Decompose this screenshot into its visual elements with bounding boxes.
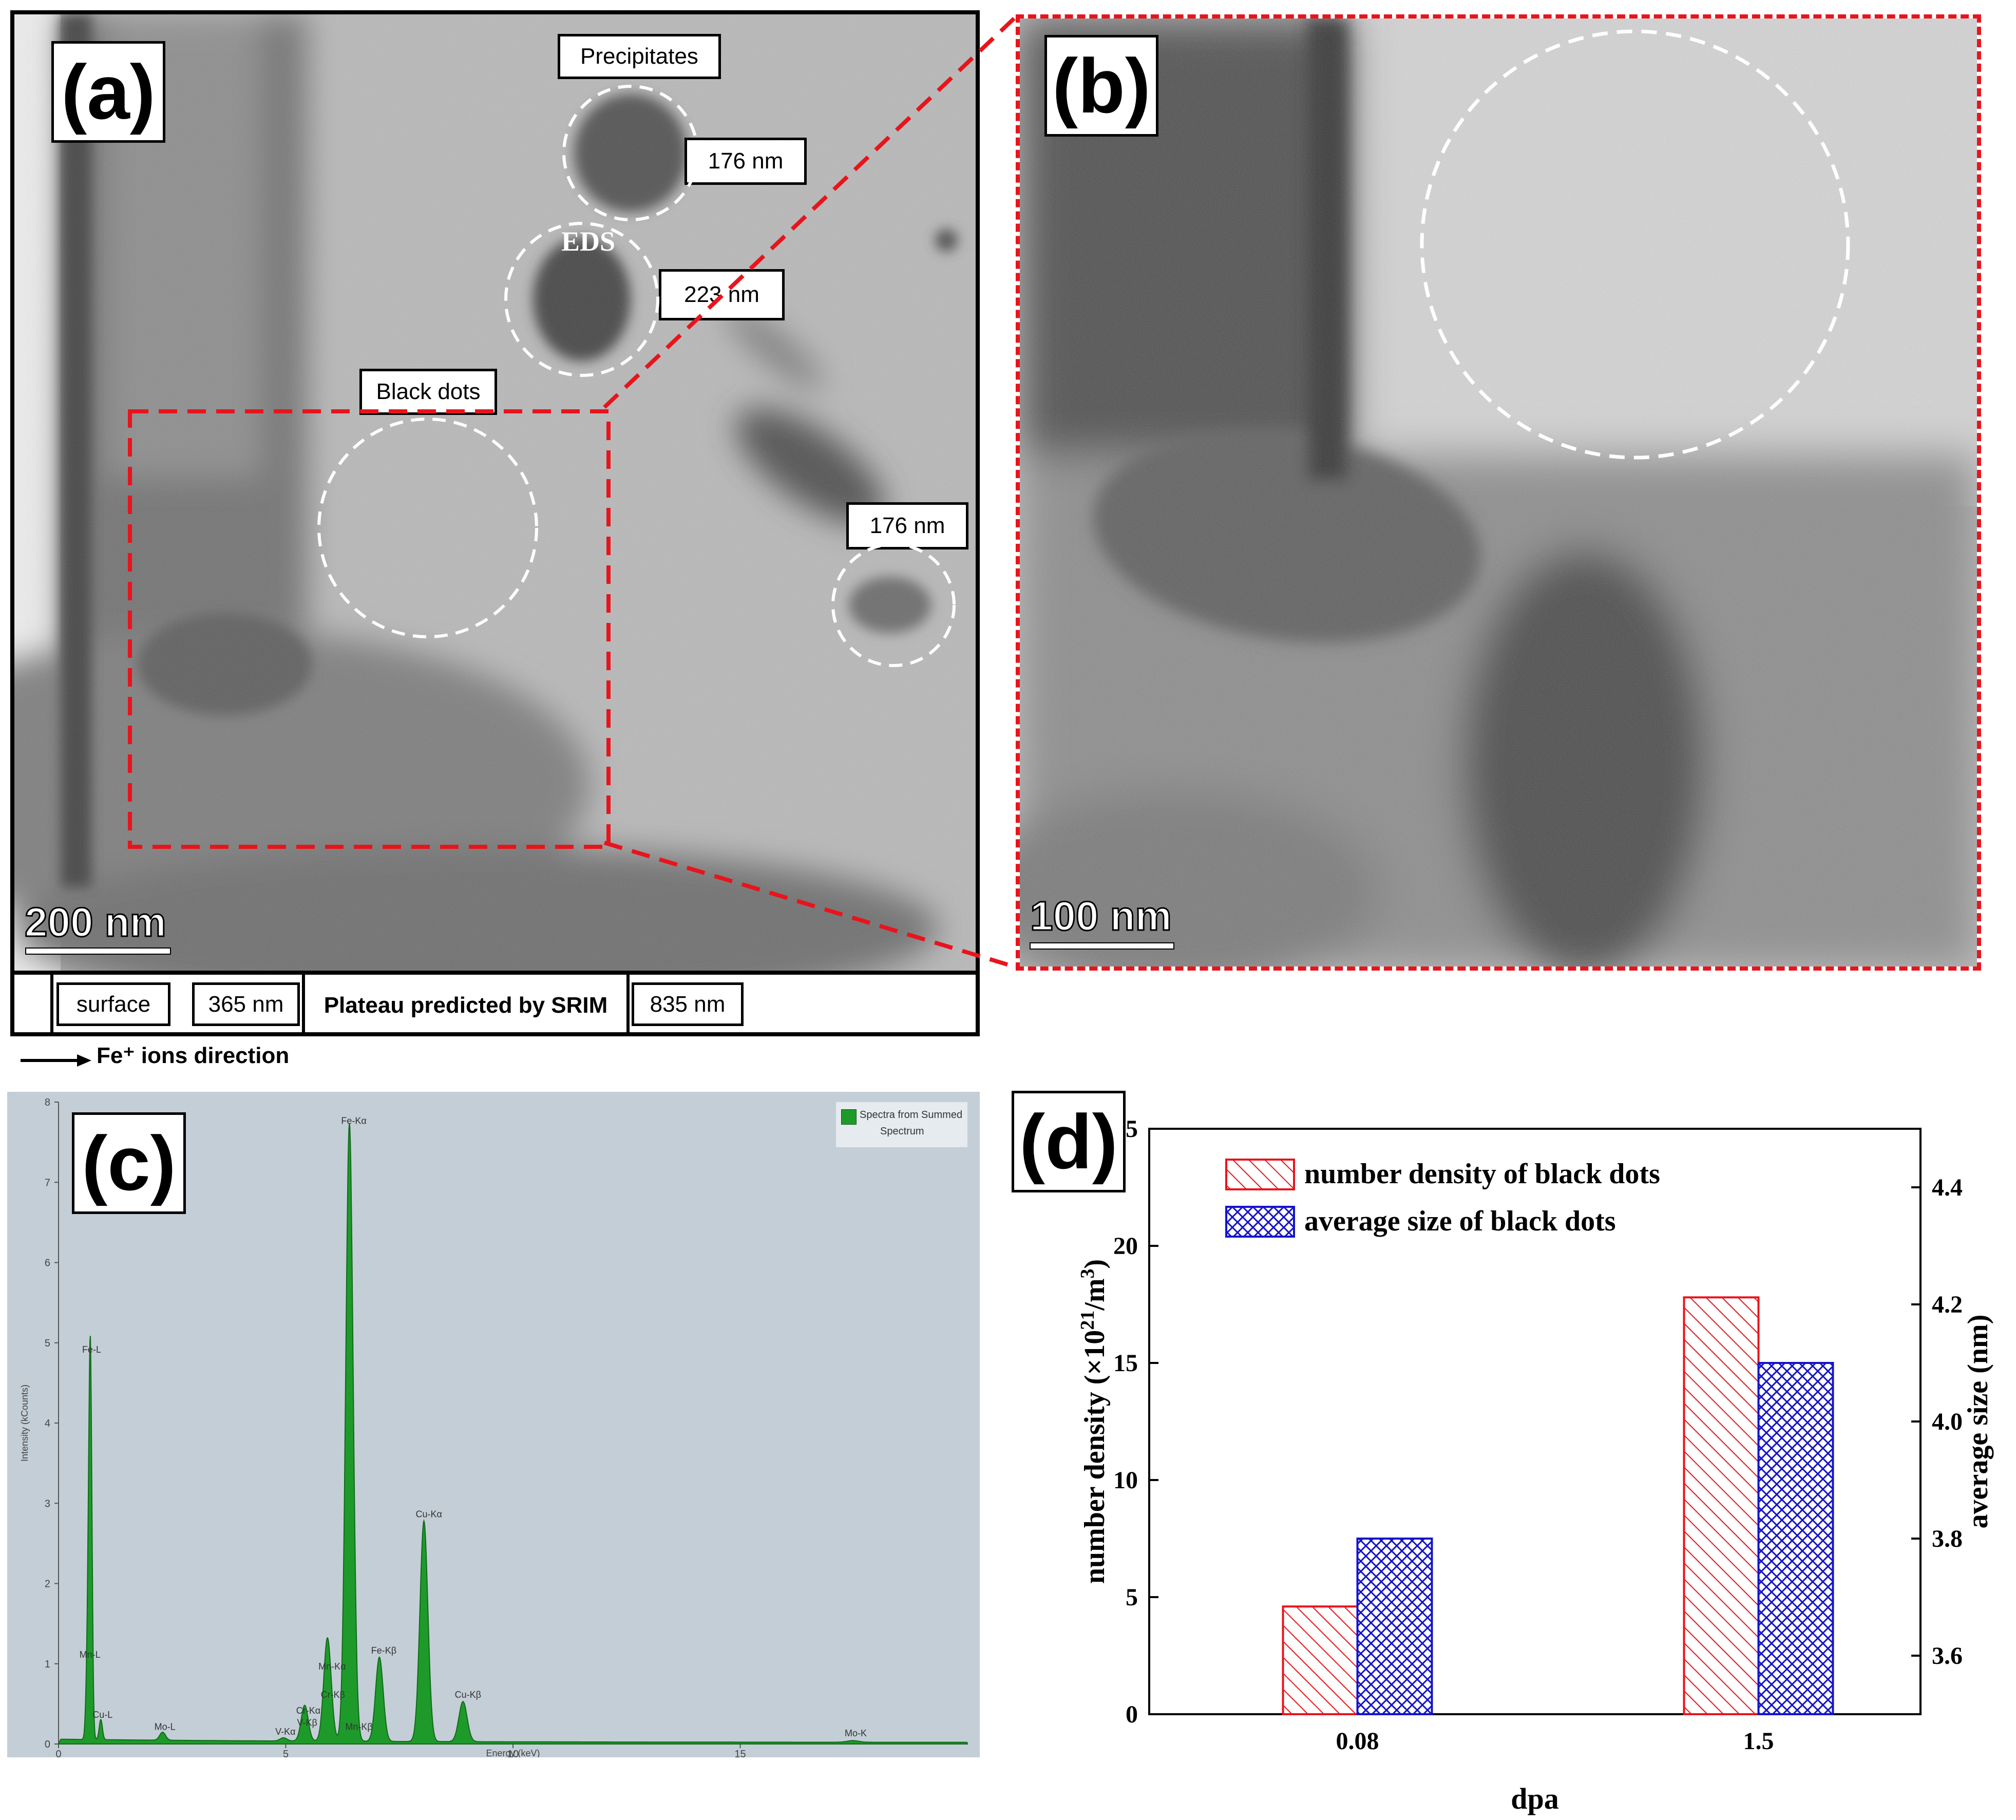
- panel-letter-b: (b): [1044, 35, 1158, 137]
- peak-label: Cr-Kα: [296, 1705, 320, 1716]
- bar-average-size: [1356, 1538, 1433, 1715]
- zoom-region-box: [128, 409, 611, 849]
- panel-c: 0 1 2 3 4 5 6 7 8 0 5 10 15 Energy (keV) Intensity (kC…: [7, 1092, 980, 1757]
- y-left-tick-label: 0: [1126, 1701, 1138, 1728]
- peak-label: Fe-Kβ: [371, 1645, 396, 1656]
- label-black-dots: Black dots: [359, 369, 497, 415]
- dashed-circle-black-dots: [317, 418, 538, 638]
- y-tick-label: 5: [45, 1338, 50, 1349]
- y-tick-label: 3: [45, 1498, 50, 1509]
- y-left-axis-label-part: 21: [1077, 1311, 1098, 1330]
- panel-letter-d: (d): [1012, 1091, 1126, 1192]
- peak-label: Cu-L: [92, 1710, 112, 1720]
- y-right-tick-label: 4.0: [1932, 1408, 1963, 1435]
- x-axis-label: dpa: [1511, 1782, 1559, 1815]
- y-left-tick-label: 10: [1113, 1467, 1138, 1494]
- y-left-tick-label: 15: [1113, 1350, 1138, 1377]
- peak-label: V-Kα: [275, 1727, 295, 1737]
- y-tick-label: 1: [45, 1659, 50, 1670]
- y-tick-label: 0: [45, 1739, 50, 1750]
- direction-arrow: [21, 1054, 91, 1067]
- y-tick-label: 6: [45, 1258, 50, 1269]
- depth-divider-1: [50, 975, 53, 1032]
- spectrum-curve: [58, 1123, 968, 1745]
- x-tick-label: 1.5: [1743, 1728, 1774, 1755]
- label-eds: EDS: [561, 226, 615, 257]
- eds-spectrum-chart: 0 1 2 3 4 5 6 7 8 0 5 10 15 Energy (keV) Intensity (kC…: [20, 1097, 968, 1757]
- legend-text-line-2: Spectrum: [880, 1126, 924, 1137]
- depth-bar: surface 365 nm Plateau predicted by SRIM…: [14, 971, 976, 1032]
- depth-divider-2: [302, 975, 305, 1032]
- y-right-tick-label: 3.8: [1932, 1525, 1963, 1552]
- bar-average-size: [1757, 1362, 1834, 1715]
- peak-label: Fe-Kα: [341, 1116, 366, 1126]
- peak-label: Mn-Kβ: [345, 1721, 372, 1732]
- depth-label-365: 365 nm: [192, 982, 300, 1026]
- x-tick-label: 0: [55, 1749, 61, 1757]
- peak-label: Mo-K: [845, 1728, 867, 1738]
- y-right-tick-label: 4.2: [1932, 1291, 1963, 1318]
- y-tick-label: 4: [45, 1418, 50, 1429]
- peak-label: Cu-Kα: [416, 1509, 442, 1519]
- y-tick-label: 2: [45, 1579, 50, 1590]
- y-left-tick-label: 5: [1126, 1584, 1138, 1611]
- y-axis-label: Intensity (kCounts): [20, 1385, 30, 1462]
- peak-label: Mn-L: [80, 1650, 101, 1660]
- y-tick-label: 7: [45, 1177, 50, 1188]
- legend-swatch: [1225, 1159, 1295, 1190]
- peak-label: Fe-L: [82, 1344, 101, 1355]
- y-left-axis-label-part: /m: [1079, 1278, 1111, 1311]
- tem-image-b: [1020, 18, 1977, 966]
- panel-b: (b) 100 nm: [1016, 14, 1981, 971]
- legend-label: number density of black dots: [1304, 1158, 1660, 1190]
- bar-number-density: [1282, 1605, 1359, 1715]
- legend-swatch-spectrum: [841, 1109, 857, 1125]
- scale-bar-label-b: 100 nm: [1030, 893, 1172, 939]
- y-left-axis-label-part: ): [1079, 1259, 1111, 1269]
- scale-bar-a: [25, 947, 171, 955]
- peak-label: Cu-Kβ: [455, 1690, 481, 1700]
- y-tick-label: 8: [45, 1097, 50, 1108]
- panel-d: 0 5 10 15 20 25 3.6 3.8 4.0 4.2 4.4 0.08 1.5 number d…: [996, 1084, 2016, 1820]
- y-right-tick-label: 4.4: [1932, 1174, 1963, 1201]
- x-tick-label: 15: [734, 1749, 746, 1757]
- eds-legend: Spectra from Summed Spectrum: [836, 1102, 967, 1147]
- x-tick-label: 10: [507, 1749, 519, 1757]
- legend-text-line-1: Spectra from Summed: [860, 1109, 963, 1121]
- depth-label-835: 835 nm: [632, 982, 744, 1026]
- panel-a-overlays: EDS 200 nm: [24, 85, 956, 955]
- x-tick-label: 5: [283, 1749, 289, 1757]
- direction-label: Fe⁺ ions direction: [97, 1043, 290, 1068]
- depth-label-plateau: Plateau predicted by SRIM: [307, 982, 624, 1029]
- peak-label: V-Kβ: [297, 1718, 317, 1728]
- legend-label: average size of black dots: [1304, 1205, 1616, 1237]
- bar-number-density: [1683, 1296, 1760, 1715]
- scale-bar-b: [1030, 942, 1174, 950]
- dashed-circle-precipitate-1: [562, 85, 699, 221]
- y-left-axis-label: number density (×1021/m3): [1077, 1259, 1111, 1584]
- panel-letter-a: (a): [51, 41, 165, 143]
- scale-bar-label-a: 200 nm: [25, 899, 166, 945]
- depth-label-surface: surface: [56, 982, 170, 1026]
- y-right-axis-label: average size (nm): [1962, 1315, 1994, 1529]
- y-left-axis-label-part: number density (×10: [1079, 1330, 1111, 1584]
- legend-swatch: [1225, 1206, 1295, 1238]
- peak-label: Cr-Kβ: [321, 1690, 345, 1700]
- y-left-tick-label: 20: [1113, 1233, 1138, 1260]
- x-axis-label: Energy (keV): [486, 1748, 540, 1757]
- y-right-tick-label: 3.6: [1932, 1642, 1963, 1670]
- label-size-176-right: 176 nm: [846, 502, 968, 549]
- panel-a: (a) Precipitates 176 nm 223 nm Black dot…: [10, 10, 980, 1036]
- y-left-axis-label-part: 3: [1077, 1268, 1098, 1278]
- peak-label: Mn-Kα: [318, 1661, 346, 1672]
- panel-b-overlays: 100 nm: [1030, 29, 1850, 950]
- peak-label: Mo-L: [155, 1721, 176, 1732]
- depth-divider-3: [626, 975, 630, 1032]
- x-tick-label: 0.08: [1336, 1728, 1379, 1755]
- dashed-circle-precipitate-3: [831, 543, 956, 667]
- panel-letter-c: (c): [72, 1112, 186, 1214]
- dashed-circle-zoom-black-dots: [1420, 29, 1850, 460]
